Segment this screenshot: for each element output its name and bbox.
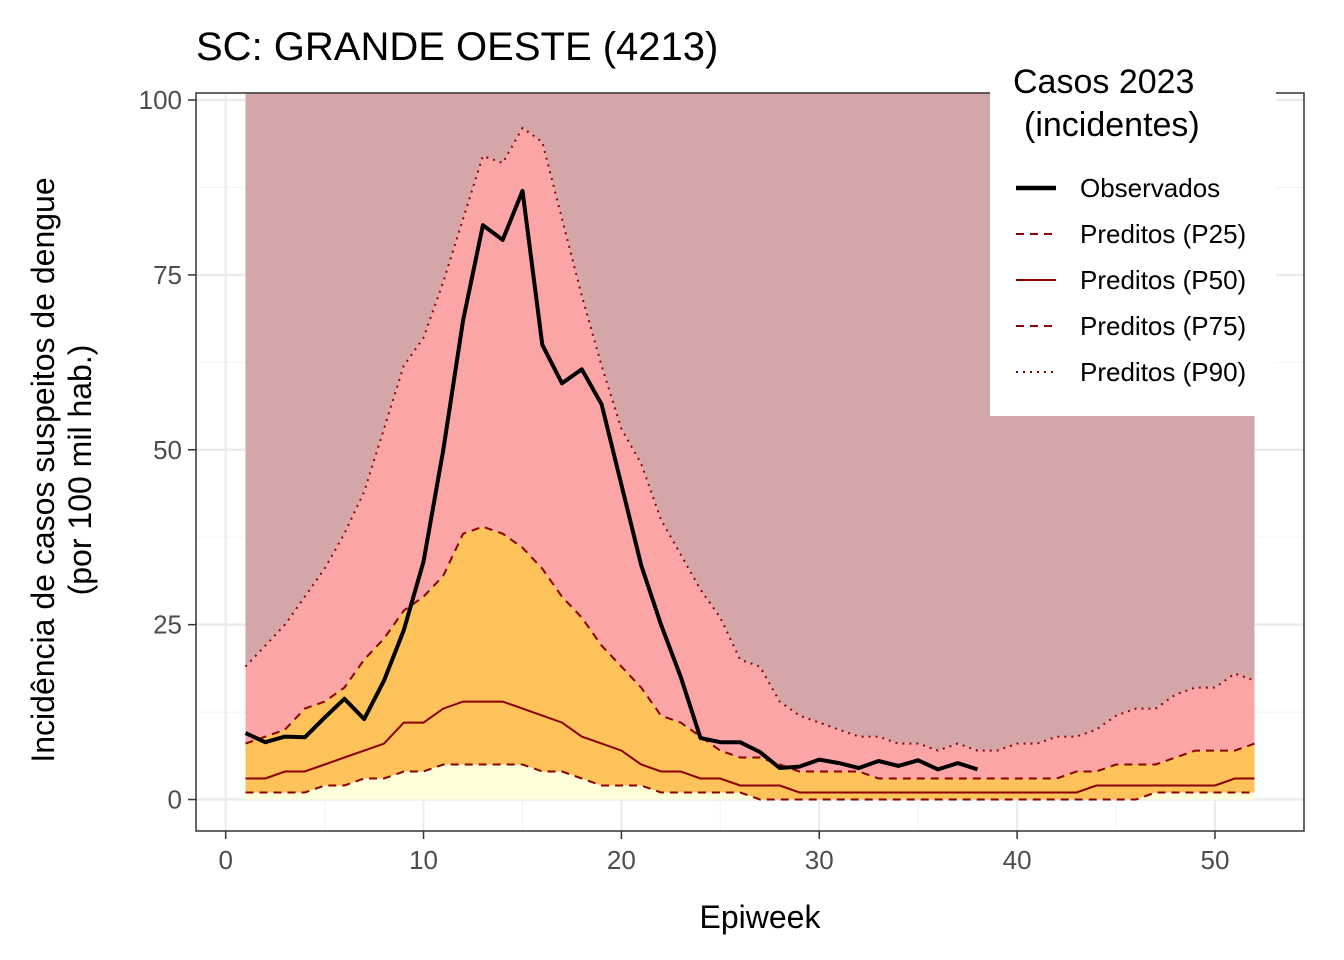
legend-entries: Observados Preditos (P25) Preditos (P50) Pr… [1016,173,1246,387]
chart-title: SC: GRANDE OESTE (4213) [196,25,718,69]
x-tick-label: 40 [1003,845,1032,875]
axes: 0 10 20 30 40 50 0 25 50 75 100 [139,85,1230,875]
legend-label: Preditos (P90) [1080,357,1246,387]
panel-border [195,92,1305,832]
x-tick-label: 20 [607,845,636,875]
legend-label: Preditos (P75) [1080,311,1246,341]
legend-label: Preditos (P25) [1080,219,1246,249]
x-tick-label: 50 [1201,845,1230,875]
band-below-p25 [245,764,1255,800]
band-p75-p90 [245,128,1255,779]
line-p50 [245,700,1255,794]
band-p25-p75 [245,526,1255,800]
y-tick-label: 0 [168,785,182,815]
y-axis-title-line1: Incidência de casos suspeitos de dengue [25,177,61,762]
legend-title-line2: (incidentes) [1024,106,1200,144]
legend-background [990,58,1276,416]
legend-label: Preditos (P50) [1080,265,1246,295]
line-observados [244,188,979,772]
y-tick-label: 75 [153,260,182,290]
legend-label: Observados [1080,173,1220,203]
y-axis-title: Incidência de casos suspeitos de dengue … [25,177,98,762]
x-tick-label: 30 [805,845,834,875]
x-tick-label: 0 [218,845,232,875]
line-p90 [244,126,1255,752]
legend-title-line1: Casos 2023 [1013,63,1194,101]
y-tick-label: 100 [139,85,182,115]
line-p75 [245,525,1255,780]
x-axis-title: Epiweek [700,899,822,935]
x-tick-label: 10 [409,845,438,875]
legend: Casos 2023 (incidentes) Observados Predit… [990,58,1276,416]
y-tick-label: 25 [153,610,182,640]
y-tick-label: 50 [153,435,182,465]
y-axis-title-line2: (por 100 mil hab.) [62,345,98,596]
series-lines [244,126,1255,801]
line-p25 [245,763,1255,801]
